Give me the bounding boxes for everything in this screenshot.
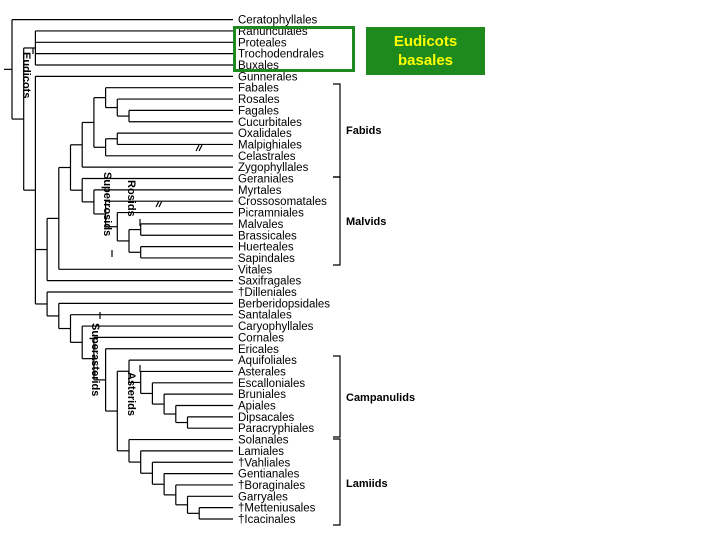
taxon-label: Garryales	[238, 491, 288, 503]
taxon-label: Aquifoliales	[238, 355, 297, 367]
taxon-label: Santalales	[238, 310, 292, 322]
branch-label-asterids: Asterids	[125, 372, 137, 416]
clade-label-lamiids: Lamiids	[346, 478, 388, 490]
taxon-label: Gunnerales	[238, 71, 298, 83]
taxon-label: Solanales	[238, 435, 289, 447]
taxon-label: Myrtales	[238, 185, 282, 197]
taxon-label: †Dilleniales	[238, 287, 297, 299]
branch-label-eudicots: Eudicots	[20, 52, 32, 98]
taxon-label: Paracryphiales	[238, 423, 314, 435]
taxon-label: Gentianales	[238, 469, 300, 481]
taxon-label: Ceratophyllales	[238, 15, 318, 27]
taxon-label: Crossosomatales	[238, 196, 327, 208]
branch-label-superasterids: Superasterids	[89, 323, 101, 396]
malvids-bracket	[333, 176, 341, 266]
lamiids-bracket	[333, 438, 341, 526]
taxon-label: †Icacinales	[238, 514, 296, 526]
campanulids-bracket	[333, 355, 341, 438]
taxon-label: Picramniales	[238, 208, 304, 220]
taxon-label: Fagales	[238, 105, 279, 117]
clade-label-campanulids: Campanulids	[346, 392, 415, 404]
taxon-label: Geraniales	[238, 174, 294, 186]
taxon-label: Escalloniales	[238, 378, 305, 390]
taxon-label: Zygophyllales	[238, 162, 309, 174]
clade-label-fabids: Fabids	[346, 125, 381, 137]
taxon-label: Ericales	[238, 344, 279, 356]
taxon-label: Fabales	[238, 83, 279, 95]
basal-eudicots-badge: Eudicots basales	[366, 27, 485, 75]
fabids-bracket	[333, 83, 341, 178]
taxon-label: Saxifragales	[238, 276, 302, 288]
basal-eudicots-highlight	[233, 26, 355, 72]
taxon-label: Proteales	[238, 37, 287, 49]
clade-brackets	[333, 83, 341, 526]
taxon-label: Cucurbitales	[238, 117, 302, 129]
clade-label-malvids: Malvids	[346, 216, 386, 228]
badge-line-2: basales	[397, 52, 454, 69]
badge-line-1: Eudicots	[393, 33, 458, 50]
taxon-label: Malvales	[238, 219, 284, 231]
taxon-label: Rosales	[238, 94, 280, 106]
taxon-label: Dipsacales	[238, 412, 294, 424]
taxon-label: Lamiales	[238, 446, 284, 458]
taxon-label: †Vahliales	[238, 457, 290, 469]
taxon-label: Bruniales	[238, 389, 286, 401]
taxon-label: †Metteniusales	[238, 503, 316, 515]
taxon-label: Celastrales	[238, 151, 296, 163]
taxon-label: Oxalidales	[238, 128, 292, 140]
branch-markers	[32, 48, 203, 372]
taxon-label: Asterales	[238, 366, 286, 378]
taxon-label: Huerteales	[238, 242, 294, 254]
taxon-label: Sapindales	[238, 253, 295, 265]
taxon-label: Caryophyllales	[238, 321, 314, 333]
taxon-label: Vitales	[238, 264, 273, 276]
taxon-label: †Boraginales	[238, 480, 305, 492]
taxon-label: Cornales	[238, 332, 284, 344]
taxon-label: Malpighiales	[238, 139, 302, 151]
branch-label-superrosids: Superrosids	[101, 172, 113, 236]
taxon-label: Apiales	[238, 401, 276, 413]
taxon-label: Brassicales	[238, 230, 297, 242]
branch-label-rosids: Rosids	[125, 180, 137, 217]
taxon-label: Berberidopsidales	[238, 298, 330, 310]
taxon-label: Trochodendrales	[238, 49, 324, 61]
